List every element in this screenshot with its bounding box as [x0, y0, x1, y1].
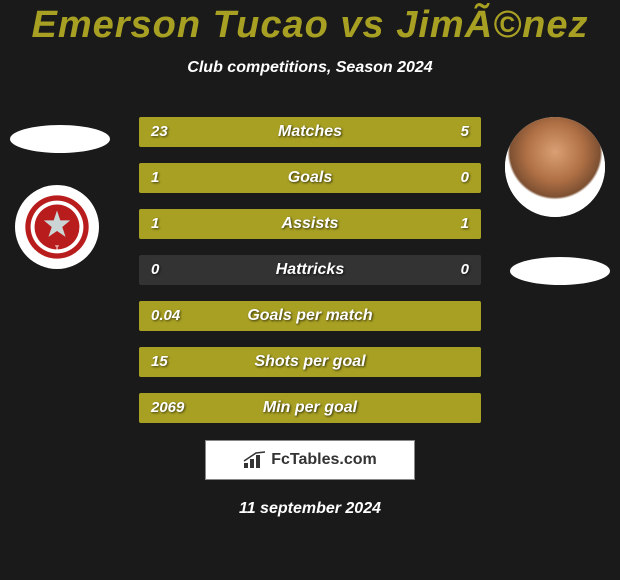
- toronto-fc-logo-icon: T: [24, 194, 90, 260]
- stat-row: 10Goals: [139, 163, 481, 193]
- stat-label: Matches: [139, 117, 481, 147]
- left-team-oval: [10, 125, 110, 153]
- player-photo-placeholder: [505, 117, 605, 217]
- stat-label: Goals: [139, 163, 481, 193]
- left-club-logo: T: [15, 185, 99, 269]
- stat-row: 2069Min per goal: [139, 393, 481, 423]
- brand-text: FcTables.com: [271, 451, 377, 469]
- stat-label: Goals per match: [139, 301, 481, 331]
- right-player-photo: [505, 117, 605, 217]
- stat-row: 11Assists: [139, 209, 481, 239]
- stat-row: 15Shots per goal: [139, 347, 481, 377]
- right-team-oval: [510, 257, 610, 285]
- date-text: 11 september 2024: [0, 500, 620, 518]
- brand-footer: FcTables.com: [205, 440, 415, 480]
- svg-text:T: T: [55, 245, 59, 252]
- stat-label: Assists: [139, 209, 481, 239]
- stat-label: Min per goal: [139, 393, 481, 423]
- stat-bars-container: 235Matches 10Goals 11Assists 00Hattricks 0.0…: [139, 117, 481, 439]
- page-title: Emerson Tucao vs JimÃ©nez: [0, 0, 620, 47]
- stat-row: 0.04Goals per match: [139, 301, 481, 331]
- stat-row: 00Hattricks: [139, 255, 481, 285]
- stat-row: 235Matches: [139, 117, 481, 147]
- stat-label: Shots per goal: [139, 347, 481, 377]
- subtitle: Club competitions, Season 2024: [0, 59, 620, 77]
- chart-icon: [243, 451, 267, 469]
- stat-label: Hattricks: [139, 255, 481, 285]
